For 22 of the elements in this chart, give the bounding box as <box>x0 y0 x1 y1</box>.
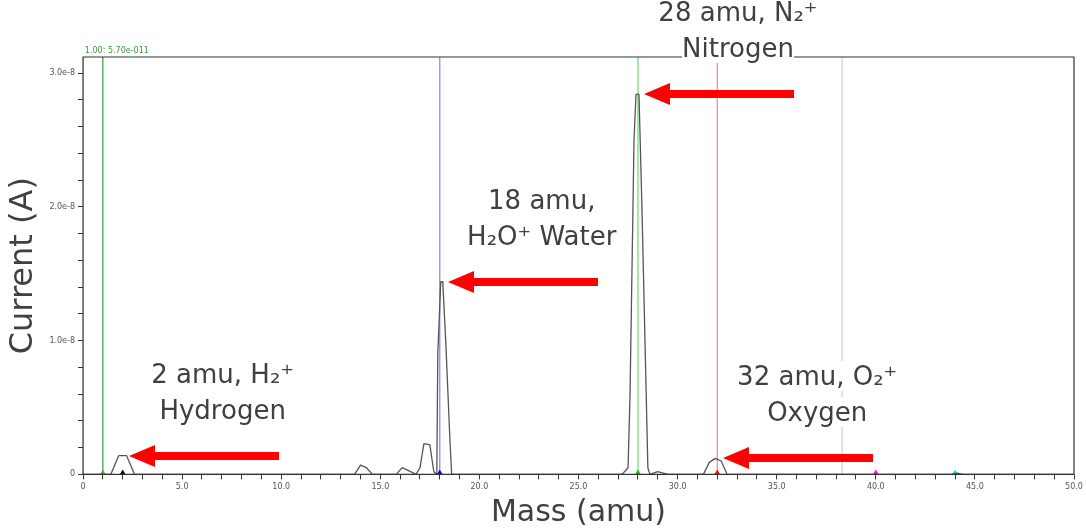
x-tick-label: 0 <box>80 482 86 492</box>
x-tick-label: 20.0 <box>470 482 489 492</box>
y-tick-label: 2.0e-8 <box>49 201 76 211</box>
x-tick-label: 35.0 <box>767 482 786 492</box>
y-tick-label: 1.0e-8 <box>49 335 76 345</box>
y-tick-label: 0 <box>69 469 76 479</box>
x-tick-label: 30.0 <box>668 482 687 492</box>
x-tick-label: 25.0 <box>569 482 588 492</box>
x-tick-label: 40.0 <box>866 482 885 492</box>
annotation: 32 amu, O₂⁺ Oxygen <box>737 361 898 428</box>
ref-line-label: 1.00: 5.70e-011 <box>84 46 149 56</box>
x-axis-title: Mass (amu) <box>490 492 667 528</box>
annotation: 18 amu, H₂O⁺ Water <box>467 184 617 251</box>
x-tick-label: 50.0 <box>1065 482 1083 492</box>
y-tick-label: 3.0e-8 <box>49 68 76 78</box>
x-tick-label: 45.0 <box>966 482 984 492</box>
x-tick-label: 15.0 <box>371 482 390 492</box>
annotation: 28 amu, N₂⁺ Nitrogen <box>658 0 818 64</box>
annotation: 2 amu, H₂⁺ Hydrogen <box>151 358 295 425</box>
x-tick-label: 10.0 <box>272 482 291 492</box>
x-tick-label: 5.0 <box>175 482 189 492</box>
y-axis-title: Current (A) <box>1 177 40 355</box>
